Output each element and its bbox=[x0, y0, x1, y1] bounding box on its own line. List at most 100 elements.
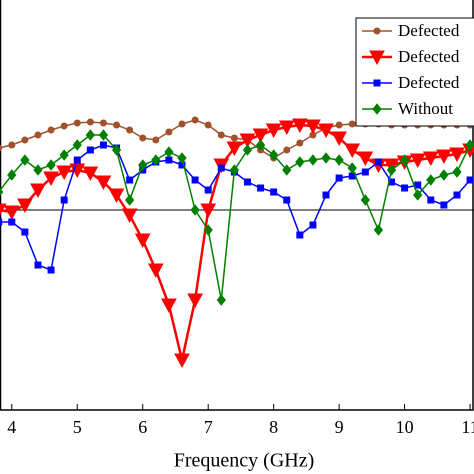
x-tick-label: 10 bbox=[396, 417, 414, 437]
point bbox=[72, 139, 82, 151]
point bbox=[334, 154, 344, 166]
point bbox=[453, 191, 461, 199]
x-tick-label: 6 bbox=[138, 417, 147, 437]
point bbox=[422, 151, 439, 167]
legend-marker bbox=[373, 79, 381, 87]
legend-label: Defected bbox=[398, 21, 460, 40]
point bbox=[295, 156, 305, 168]
point bbox=[121, 208, 138, 224]
x-axis-label: Frequency (GHz) bbox=[174, 450, 315, 472]
point bbox=[335, 121, 343, 129]
point bbox=[270, 188, 278, 196]
point bbox=[427, 196, 435, 204]
point bbox=[230, 134, 238, 142]
point bbox=[296, 139, 304, 147]
point bbox=[191, 116, 199, 124]
point bbox=[43, 171, 59, 187]
point bbox=[292, 118, 308, 134]
point bbox=[449, 147, 465, 163]
point bbox=[200, 203, 217, 219]
point bbox=[7, 169, 17, 181]
point bbox=[322, 191, 330, 199]
point bbox=[190, 204, 200, 216]
point bbox=[217, 131, 225, 139]
point bbox=[0, 144, 3, 152]
point bbox=[335, 174, 343, 182]
point bbox=[21, 136, 29, 144]
point bbox=[73, 156, 81, 164]
point bbox=[296, 231, 304, 239]
point bbox=[139, 134, 147, 142]
point bbox=[440, 201, 448, 209]
point bbox=[466, 176, 474, 184]
point bbox=[204, 186, 212, 194]
point bbox=[348, 120, 356, 128]
point bbox=[111, 144, 122, 156]
point bbox=[255, 139, 266, 151]
point bbox=[21, 228, 29, 236]
legend-marker bbox=[369, 50, 385, 66]
point bbox=[360, 194, 370, 206]
point bbox=[34, 261, 42, 269]
point bbox=[436, 149, 452, 165]
point bbox=[401, 184, 409, 192]
point bbox=[309, 221, 317, 229]
point bbox=[203, 224, 213, 236]
point bbox=[152, 136, 160, 144]
point bbox=[126, 176, 134, 184]
point bbox=[20, 154, 30, 166]
point bbox=[386, 164, 397, 176]
point bbox=[373, 224, 384, 236]
point bbox=[0, 203, 7, 216]
point bbox=[321, 152, 331, 164]
point bbox=[126, 126, 134, 134]
point bbox=[47, 126, 55, 134]
point bbox=[47, 266, 55, 274]
point bbox=[374, 158, 382, 166]
point bbox=[283, 196, 291, 204]
point bbox=[108, 188, 125, 204]
point bbox=[242, 144, 253, 156]
point bbox=[95, 175, 112, 191]
point bbox=[399, 154, 410, 166]
point bbox=[3, 205, 20, 221]
point bbox=[8, 218, 16, 226]
point bbox=[265, 123, 282, 139]
point bbox=[99, 141, 107, 149]
point bbox=[344, 143, 361, 159]
point bbox=[216, 294, 226, 306]
point bbox=[439, 169, 449, 181]
point bbox=[191, 176, 199, 184]
x-tick-label: 11 bbox=[461, 417, 474, 437]
point bbox=[33, 164, 43, 176]
point bbox=[331, 131, 347, 147]
point bbox=[174, 353, 190, 369]
point bbox=[8, 141, 16, 149]
point bbox=[177, 152, 187, 164]
point bbox=[113, 121, 121, 129]
point bbox=[229, 164, 240, 176]
point bbox=[73, 119, 81, 127]
point bbox=[278, 120, 295, 136]
point bbox=[165, 128, 173, 136]
x-tick-label: 9 bbox=[335, 417, 344, 437]
point bbox=[413, 189, 423, 201]
legend-label: Defected bbox=[398, 47, 460, 66]
point bbox=[239, 133, 256, 149]
point bbox=[226, 141, 243, 157]
x-tick-label: 8 bbox=[269, 417, 278, 437]
legend-label: Without bbox=[398, 99, 453, 118]
point bbox=[151, 154, 161, 166]
point bbox=[357, 151, 374, 167]
point bbox=[56, 165, 72, 181]
series bbox=[0, 129, 474, 306]
legend-marker bbox=[373, 27, 381, 35]
legend-label: Defected bbox=[398, 73, 460, 92]
point bbox=[217, 164, 225, 172]
point bbox=[86, 118, 94, 126]
point bbox=[409, 153, 426, 169]
point bbox=[98, 129, 109, 141]
point bbox=[34, 131, 42, 139]
point bbox=[134, 233, 151, 249]
point bbox=[178, 120, 186, 128]
